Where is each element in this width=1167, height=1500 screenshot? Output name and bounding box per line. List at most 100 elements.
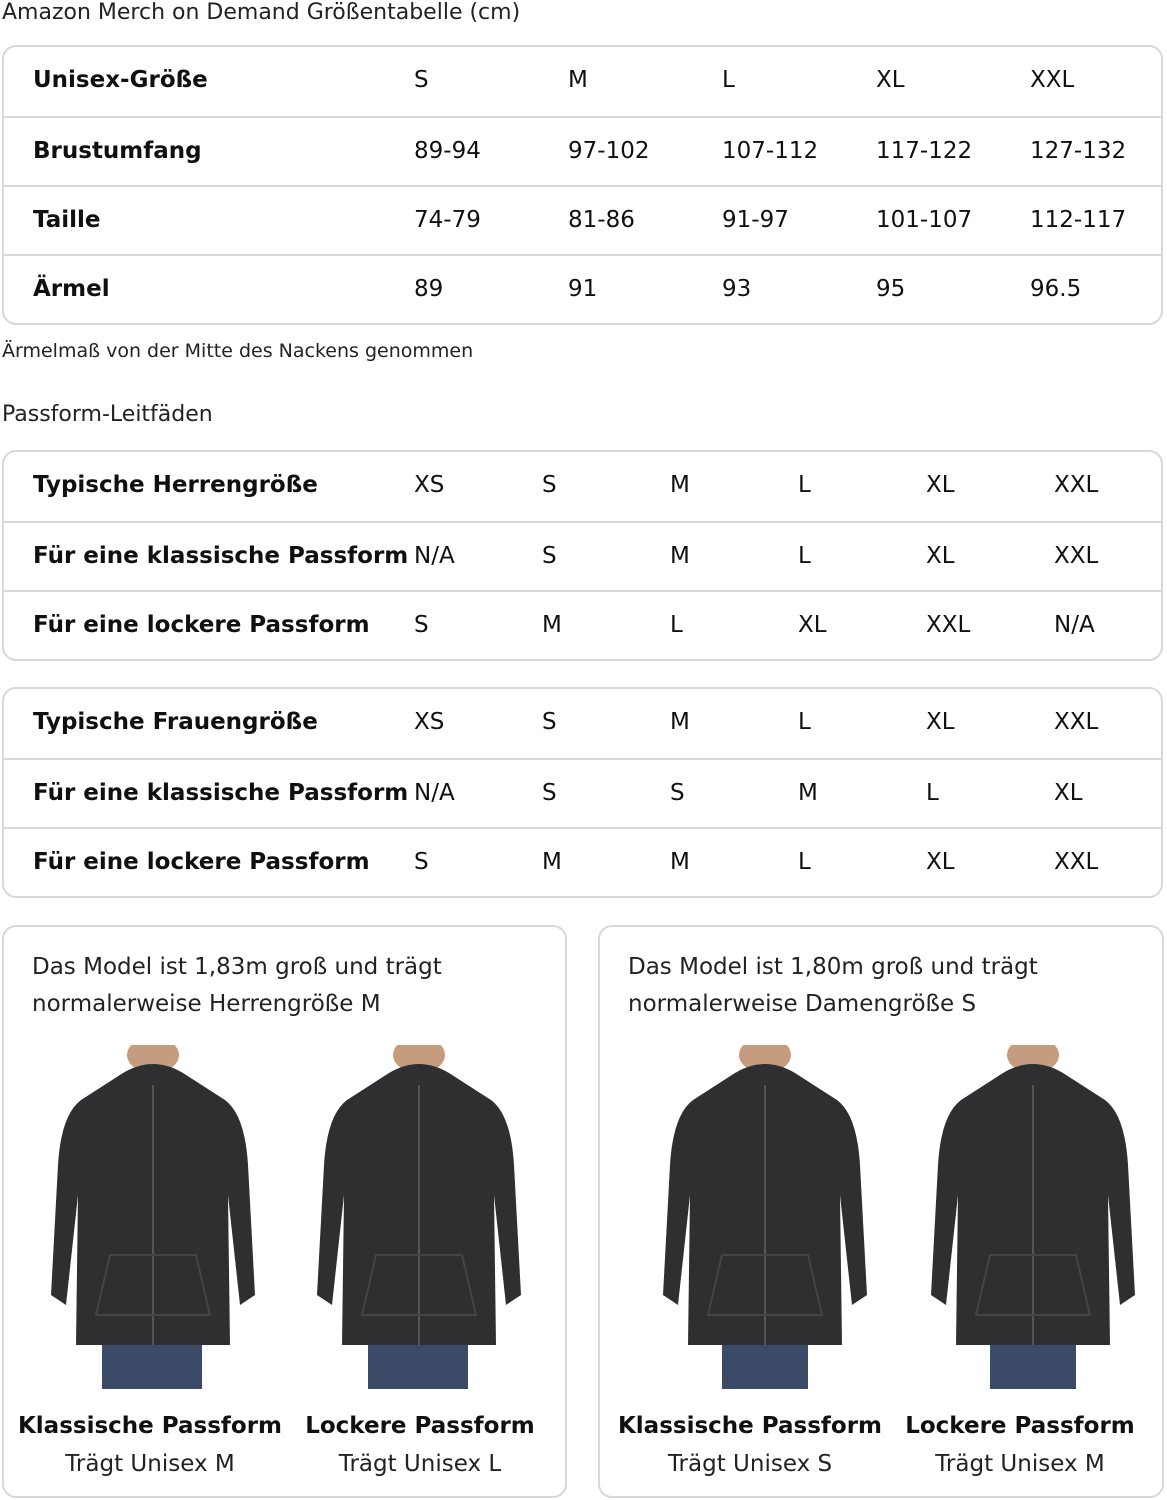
table-cell: 107-112 [722, 138, 819, 164]
table-cell: XL [1054, 780, 1083, 806]
table-cell: XL [926, 709, 955, 735]
table-cell: XL [876, 67, 905, 93]
table-cell: 97-102 [568, 138, 650, 164]
table-cell: M [542, 612, 562, 638]
fit-title: Lockere Passform [305, 1413, 535, 1439]
table-row: Typische Herrengröße XS S M L XL XXL [4, 452, 1161, 521]
sleeve-note: Ärmelmaß von der Mitte des Nackens genom… [2, 340, 474, 362]
table-cell: XXL [1054, 709, 1099, 735]
row-label: Unisex-Größe [33, 67, 208, 93]
table-cell: XS [414, 472, 445, 498]
table-cell: M [670, 472, 690, 498]
table-cell: M [670, 543, 690, 569]
table-cell: 91-97 [722, 207, 789, 233]
table-cell: XXL [1030, 67, 1075, 93]
row-label: Ärmel [33, 276, 110, 302]
table-row: Für eine lockere Passform S M L XL XXL N/A [4, 590, 1161, 659]
table-row: Für eine lockere Passform S M M L XL XXL [4, 827, 1161, 896]
model-photo [652, 1037, 878, 1389]
row-label: Für eine lockere Passform [33, 849, 370, 875]
fit-title: Klassische Passform [17, 1413, 283, 1439]
table-cell: 117-122 [876, 138, 973, 164]
fit-title: Lockere Passform [905, 1413, 1135, 1439]
fit-caption: Lockere Passform Trägt Unisex M [880, 1407, 1160, 1483]
table-cell: N/A [414, 780, 455, 806]
row-label: Brustumfang [33, 138, 202, 164]
model-photo [920, 1037, 1146, 1389]
model-description: Das Model ist 1,80m groß und trägt norma… [628, 954, 1038, 1017]
unisex-size-table: Unisex-Größe S M L XL XXL Brustumfang 89-94 97-1… [2, 45, 1163, 325]
table-cell: L [798, 543, 811, 569]
table-row: Typische Frauengröße XS S M L XL XXL [4, 689, 1161, 758]
table-cell: L [722, 67, 735, 93]
table-cell: M [542, 849, 562, 875]
table-cell: 74-79 [414, 207, 481, 233]
table-cell: 91 [568, 276, 598, 302]
row-label: Taille [33, 207, 101, 233]
table-row: Taille 74-79 81-86 91-97 101-107 112-117 [4, 185, 1161, 254]
table-cell: M [798, 780, 818, 806]
fit-guide-title: Passform-Leitfäden [2, 402, 213, 427]
model-card-women: Das Model ist 1,80m groß und trägt norma… [598, 925, 1164, 1498]
fit-caption: Lockere Passform Trägt Unisex L [280, 1407, 560, 1483]
table-cell: XXL [926, 612, 971, 638]
table-cell: S [542, 709, 557, 735]
women-fit-table: Typische Frauengröße XS S M L XL XXL Für eine k… [2, 687, 1163, 898]
men-fit-table: Typische Herrengröße XS S M L XL XXL Für eine k… [2, 450, 1163, 661]
table-cell: L [798, 472, 811, 498]
fit-size: Trägt Unisex S [667, 1451, 833, 1477]
table-cell: 89-94 [414, 138, 481, 164]
table-cell: S [414, 67, 429, 93]
table-cell: 101-107 [876, 207, 973, 233]
page-title: Amazon Merch on Demand Größentabelle (cm… [2, 0, 521, 25]
table-cell: XL [798, 612, 827, 638]
table-cell: 93 [722, 276, 752, 302]
model-photo [40, 1037, 266, 1389]
table-cell: XXL [1054, 543, 1099, 569]
table-row: Ärmel 89 91 93 95 96.5 [4, 254, 1161, 323]
table-cell: S [414, 849, 429, 875]
table-cell: S [542, 780, 557, 806]
fit-title: Klassische Passform [617, 1413, 883, 1439]
fit-size: Trägt Unisex M [65, 1451, 235, 1477]
table-cell: XL [926, 472, 955, 498]
table-row: Für eine klassische Passform N/A S M L XL XXL [4, 521, 1161, 590]
table-cell: 112-117 [1030, 207, 1127, 233]
table-cell: 127-132 [1030, 138, 1127, 164]
table-cell: L [798, 849, 811, 875]
table-cell: S [542, 472, 557, 498]
table-cell: N/A [414, 543, 455, 569]
table-cell: S [670, 780, 685, 806]
table-cell: 81-86 [568, 207, 635, 233]
fit-caption: Klassische Passform Trägt Unisex S [610, 1407, 890, 1483]
table-cell: S [542, 543, 557, 569]
fit-size: Trägt Unisex M [935, 1451, 1105, 1477]
model-description: Das Model ist 1,83m groß und trägt norma… [32, 954, 442, 1017]
table-cell: XL [926, 543, 955, 569]
table-cell: 89 [414, 276, 444, 302]
row-label: Typische Herrengröße [33, 472, 318, 498]
model-card-men: Das Model ist 1,83m groß und trägt norma… [2, 925, 567, 1498]
row-label: Für eine klassische Passform [33, 543, 409, 569]
table-row: Unisex-Größe S M L XL XXL [4, 47, 1161, 116]
fit-size: Trägt Unisex L [338, 1451, 502, 1477]
fit-caption: Klassische Passform Trägt Unisex M [10, 1407, 290, 1483]
row-label: Für eine lockere Passform [33, 612, 370, 638]
table-cell: 96.5 [1030, 276, 1082, 302]
table-cell: XS [414, 709, 445, 735]
table-cell: XXL [1054, 849, 1099, 875]
table-cell: L [670, 612, 683, 638]
table-cell: 95 [876, 276, 906, 302]
table-cell: M [670, 709, 690, 735]
table-cell: M [670, 849, 690, 875]
table-cell: N/A [1054, 612, 1095, 638]
table-cell: L [926, 780, 939, 806]
table-cell: XXL [1054, 472, 1099, 498]
table-row: Für eine klassische Passform N/A S S M L XL [4, 758, 1161, 827]
table-cell: L [798, 709, 811, 735]
table-row: Brustumfang 89-94 97-102 107-112 117-122 127-… [4, 116, 1161, 185]
table-cell: S [414, 612, 429, 638]
table-cell: XL [926, 849, 955, 875]
table-cell: M [568, 67, 588, 93]
row-label: Für eine klassische Passform [33, 780, 409, 806]
